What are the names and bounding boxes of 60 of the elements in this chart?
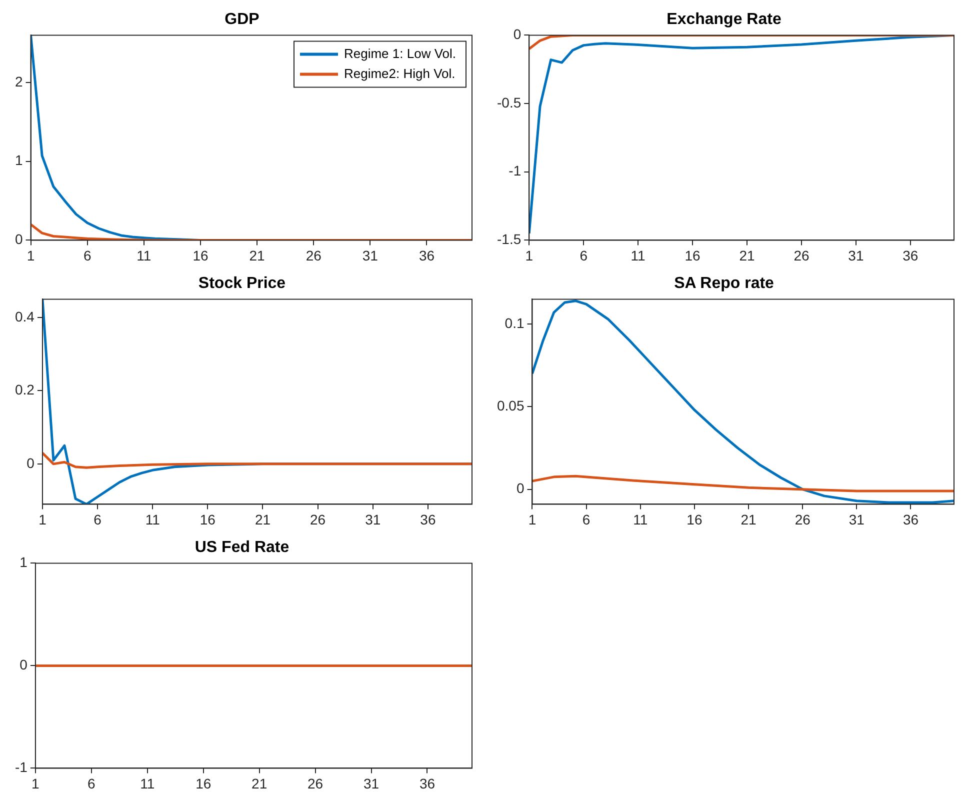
x-tick-label: 11 (136, 247, 152, 264)
y-tick-label: 2 (14, 73, 23, 90)
x-tick-label: 26 (794, 511, 811, 528)
y-tick-label: 0 (20, 656, 28, 673)
y-tick-label: -1 (14, 759, 28, 776)
x-tick-label: 6 (580, 247, 588, 264)
x-tick-label: 21 (252, 775, 268, 792)
y-tick-label: 0 (513, 26, 522, 42)
x-tick-label: 16 (200, 511, 216, 528)
chart-title: SA Repo rate (674, 275, 774, 292)
y-tick-label: 1 (14, 152, 23, 168)
x-tick-label: 36 (419, 775, 436, 792)
chart-title: Stock Price (198, 275, 286, 292)
chart-title: GDP (224, 11, 260, 28)
x-tick-label: 21 (249, 247, 266, 264)
x-tick-label: 31 (848, 511, 865, 528)
x-tick-label: 6 (582, 511, 590, 528)
x-tick-label: 31 (362, 247, 378, 264)
legend-label: Regime2: High Vol. (344, 66, 456, 81)
x-tick-label: 21 (739, 247, 756, 264)
y-tick-label: 0 (26, 454, 35, 471)
x-tick-label: 11 (145, 511, 160, 528)
x-tick-label: 36 (420, 511, 436, 528)
x-tick-label: 6 (83, 247, 92, 264)
y-tick-label: 0 (516, 480, 524, 496)
x-tick-label: 1 (38, 511, 47, 528)
x-tick-label: 11 (140, 775, 155, 792)
x-tick-label: 36 (902, 511, 919, 528)
x-tick-label: 26 (306, 247, 322, 264)
x-tick-label: 31 (363, 775, 380, 792)
chart-title: Exchange Rate (666, 11, 782, 28)
chart-title: US Fed Rate (194, 539, 290, 556)
x-tick-label: 36 (418, 247, 435, 264)
x-tick-label: 26 (794, 247, 810, 264)
x-tick-label: 21 (254, 511, 271, 528)
legend-label: Regime 1: Low Vol. (344, 46, 456, 61)
y-tick-label: -0.5 (497, 94, 522, 110)
x-tick-label: 16 (684, 247, 701, 264)
x-tick-label: 26 (308, 775, 324, 792)
x-tick-label: 6 (88, 775, 96, 792)
y-tick-label: 0.05 (497, 398, 524, 414)
x-tick-label: 11 (633, 511, 648, 528)
y-tick-label: 0.1 (504, 314, 524, 331)
x-tick-label: 11 (630, 247, 646, 264)
x-tick-label: 1 (528, 511, 536, 528)
x-tick-label: 31 (365, 511, 381, 528)
x-tick-label: 16 (196, 775, 212, 792)
x-tick-label: 31 (848, 247, 864, 264)
x-tick-label: 16 (192, 247, 208, 264)
y-tick-label: 0 (14, 231, 23, 248)
y-tick-label: 0.4 (14, 308, 35, 324)
y-tick-label: 0.2 (14, 382, 35, 398)
y-tick-label: 1 (20, 554, 28, 570)
y-tick-label: -1 (508, 162, 522, 179)
x-tick-label: 6 (94, 511, 102, 528)
x-tick-label: 16 (686, 511, 702, 528)
x-tick-label: 21 (740, 511, 757, 528)
x-tick-label: 26 (310, 511, 326, 528)
y-tick-label: -1.5 (497, 231, 522, 248)
x-tick-label: 36 (902, 247, 918, 264)
